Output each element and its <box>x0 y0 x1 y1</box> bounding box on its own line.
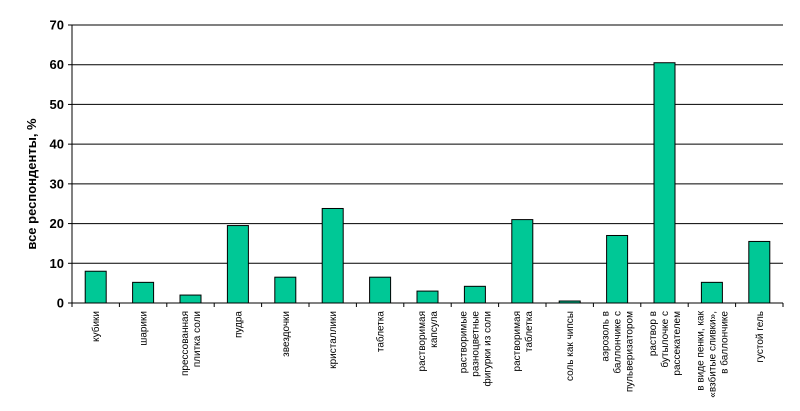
x-category-label-line: звездочки <box>281 311 292 357</box>
bar <box>274 276 297 304</box>
bar <box>179 294 202 304</box>
y-tick-label: 10 <box>50 256 64 271</box>
x-category-label: соль как чипсы <box>565 311 576 381</box>
x-category-label-line: густой гель <box>755 311 766 363</box>
bar <box>700 281 723 304</box>
x-category-label-line: фигурки из соли <box>481 311 493 386</box>
bar <box>369 276 392 304</box>
y-axis-label: все респонденты, % <box>24 118 39 250</box>
x-category-label-line: в баллончике <box>718 311 730 374</box>
bar <box>511 219 534 304</box>
x-category-label: аэрозоль в баллончике с пульверизатором <box>601 311 636 392</box>
x-category-label: раствор в бутылочке с рассекателем <box>648 311 683 376</box>
x-category-label-line: капсула <box>429 311 440 348</box>
x-category-label-line: рассекателем <box>672 311 683 376</box>
x-category-label-line: пудра <box>233 311 244 338</box>
bar <box>416 290 439 304</box>
x-category-label-line: разноцветные <box>470 311 481 377</box>
x-category-label: растворимая капсула <box>417 311 440 372</box>
bar <box>748 240 771 304</box>
y-tick-label: 20 <box>50 216 64 231</box>
x-category-label-line: «взбитые сливки», <box>706 311 718 398</box>
x-category-label: кубики <box>90 311 102 342</box>
x-category-label-line: кристаллики <box>328 311 339 369</box>
x-category-label: шарики <box>139 311 150 346</box>
x-category-label-line: кубики <box>90 311 102 342</box>
x-category-label-line: аэрозоль в <box>601 311 612 362</box>
x-category-label: кристаллики <box>328 311 339 369</box>
x-category-label-line: таблетка <box>523 311 535 353</box>
x-category-label-line: шарики <box>139 311 150 346</box>
x-category-label: растворимая таблетка <box>512 311 535 372</box>
x-category-label-line: прессованная <box>180 311 191 376</box>
y-tick-labels: 0 10 20 30 40 50 60 70 <box>50 18 64 311</box>
x-category-label: звездочки <box>281 311 292 357</box>
x-category-label-line: растворимая <box>512 311 523 371</box>
x-category-label-line: пульверизатором <box>625 311 636 392</box>
x-category-label-line: таблетка <box>375 311 387 353</box>
y-tick-label: 30 <box>50 176 64 191</box>
y-tick-label: 0 <box>57 296 64 311</box>
gridlines <box>72 24 783 264</box>
x-category-label: в виде пенки, как «взбитые сливки», в балл… <box>695 310 730 397</box>
x-category-label-line: растворимая <box>417 311 428 371</box>
x-category-label: густой гель <box>755 311 766 363</box>
axes <box>68 24 784 307</box>
y-tick-label: 60 <box>50 57 64 72</box>
bar <box>463 285 486 304</box>
x-category-label-line: растворимые <box>458 311 469 374</box>
bar <box>226 225 249 304</box>
y-tick-label: 70 <box>50 18 64 33</box>
bar <box>84 270 107 304</box>
x-category-label: пудра <box>233 311 244 338</box>
bar <box>606 234 629 304</box>
x-category-label-line: баллончике с <box>612 311 624 374</box>
x-category-label: таблетка <box>375 311 387 353</box>
x-category-label: растворимые разноцветные фигурки из соли <box>458 311 493 387</box>
x-category-label: прессованная плитка соли <box>180 311 203 376</box>
bars <box>84 62 771 304</box>
x-category-label-line: бутылочке с <box>659 311 671 368</box>
x-category-label-line: соль как чипсы <box>565 311 576 381</box>
bar <box>321 207 344 304</box>
y-tick-label: 50 <box>50 97 64 112</box>
bar <box>653 62 676 304</box>
y-tick-label: 40 <box>50 137 64 152</box>
x-category-label-line: плитка соли <box>192 311 203 367</box>
x-category-labels: кубики шарики прессованная плитка соли пудра… <box>90 310 766 397</box>
x-category-label-line: раствор в <box>648 311 659 356</box>
x-category-label-line: в виде пенки, как <box>695 310 706 390</box>
bar <box>132 281 155 304</box>
